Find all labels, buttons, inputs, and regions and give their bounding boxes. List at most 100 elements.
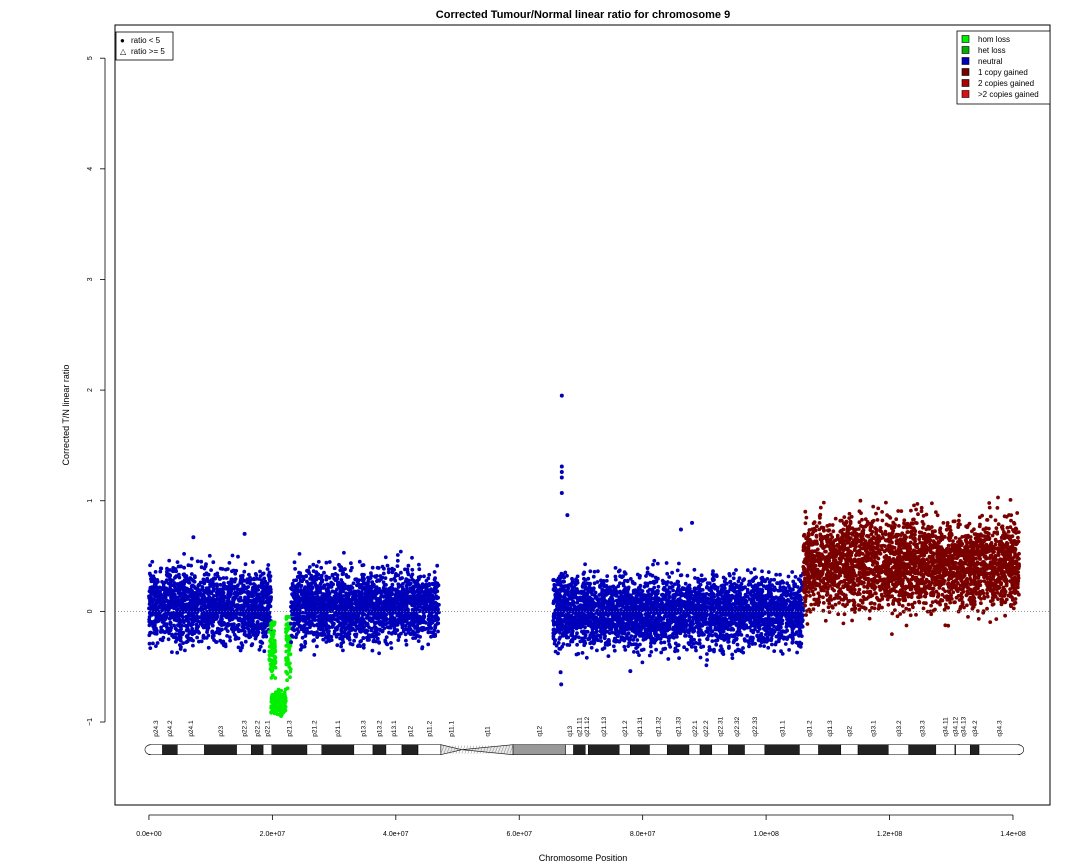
data-point <box>227 617 232 622</box>
data-point <box>324 560 329 565</box>
data-point <box>154 584 159 589</box>
data-point <box>168 628 173 633</box>
data-point <box>312 638 316 643</box>
data-point <box>230 569 234 574</box>
data-point <box>288 667 293 671</box>
data-point <box>219 623 224 627</box>
data-point <box>155 641 160 645</box>
data-point <box>154 617 159 621</box>
data-point <box>677 561 681 566</box>
data-point <box>384 583 388 587</box>
data-point <box>303 639 307 644</box>
data-point <box>357 559 362 564</box>
data-point <box>329 605 333 610</box>
data-point <box>285 686 290 691</box>
data-point <box>390 586 395 591</box>
data-point <box>366 608 371 612</box>
data-point <box>309 630 314 634</box>
data-point <box>251 560 255 564</box>
data-point <box>265 567 270 571</box>
data-point <box>396 638 401 642</box>
data-point <box>198 607 202 612</box>
data-point <box>241 628 246 633</box>
data-point <box>268 587 273 592</box>
data-point <box>348 587 353 592</box>
data-point <box>395 553 400 557</box>
data-point <box>248 575 252 580</box>
data-point <box>376 611 381 616</box>
data-point <box>398 549 403 554</box>
data-point <box>390 619 394 624</box>
data-point <box>316 595 320 599</box>
data-point <box>154 605 159 610</box>
data-point <box>264 592 268 597</box>
data-point <box>233 604 237 609</box>
data-point <box>224 576 229 580</box>
data-point <box>274 704 279 708</box>
data-point <box>434 613 439 618</box>
data-point <box>251 593 256 598</box>
data-point <box>147 623 152 628</box>
data-point <box>363 630 368 635</box>
data-point <box>389 603 394 608</box>
data-point <box>335 643 340 648</box>
data-point <box>272 629 277 633</box>
data-point <box>197 601 202 606</box>
data-point <box>153 602 158 607</box>
data-point <box>342 550 346 555</box>
data-point <box>170 632 175 637</box>
data-point <box>196 593 201 598</box>
data-point <box>317 617 322 622</box>
data-point <box>230 553 235 558</box>
data-point <box>169 601 174 606</box>
data-point <box>228 584 233 589</box>
data-point <box>267 649 272 654</box>
data-point <box>189 563 194 568</box>
data-point <box>267 600 272 604</box>
data-point <box>318 599 323 603</box>
data-point <box>246 617 250 621</box>
data-point <box>296 582 300 587</box>
data-point <box>435 563 440 568</box>
data-point <box>428 630 433 634</box>
data-point <box>348 641 353 646</box>
data-point <box>362 581 367 586</box>
data-point <box>313 583 318 588</box>
data-point <box>415 624 419 629</box>
data-point <box>184 606 189 611</box>
data-point <box>243 639 248 644</box>
data-point <box>161 582 166 587</box>
data-point <box>383 555 388 560</box>
data-point <box>236 645 241 650</box>
data-point <box>183 593 188 598</box>
data-point <box>316 559 321 564</box>
data-point <box>297 604 302 609</box>
data-point <box>359 639 363 643</box>
data-point <box>420 646 424 651</box>
data-point <box>223 644 228 649</box>
data-point <box>155 591 160 596</box>
data-point <box>176 583 181 588</box>
data-point <box>584 655 589 660</box>
data-point <box>417 567 422 572</box>
data-point <box>390 599 395 604</box>
data-point <box>269 640 273 645</box>
data-point <box>416 594 421 599</box>
data-point <box>202 580 206 584</box>
data-point <box>273 649 278 654</box>
data-point <box>191 643 195 648</box>
data-point <box>433 580 438 585</box>
data-point <box>372 584 376 589</box>
data-point <box>209 568 214 572</box>
data-point <box>200 585 205 589</box>
data-point <box>386 567 391 572</box>
data-point <box>372 607 376 612</box>
data-point <box>160 586 165 590</box>
data-point <box>295 592 299 597</box>
data-point <box>204 571 209 576</box>
data-point <box>365 621 370 626</box>
data-point <box>154 644 158 648</box>
data-point <box>172 623 177 628</box>
data-point <box>292 616 297 621</box>
data-point <box>359 617 364 621</box>
